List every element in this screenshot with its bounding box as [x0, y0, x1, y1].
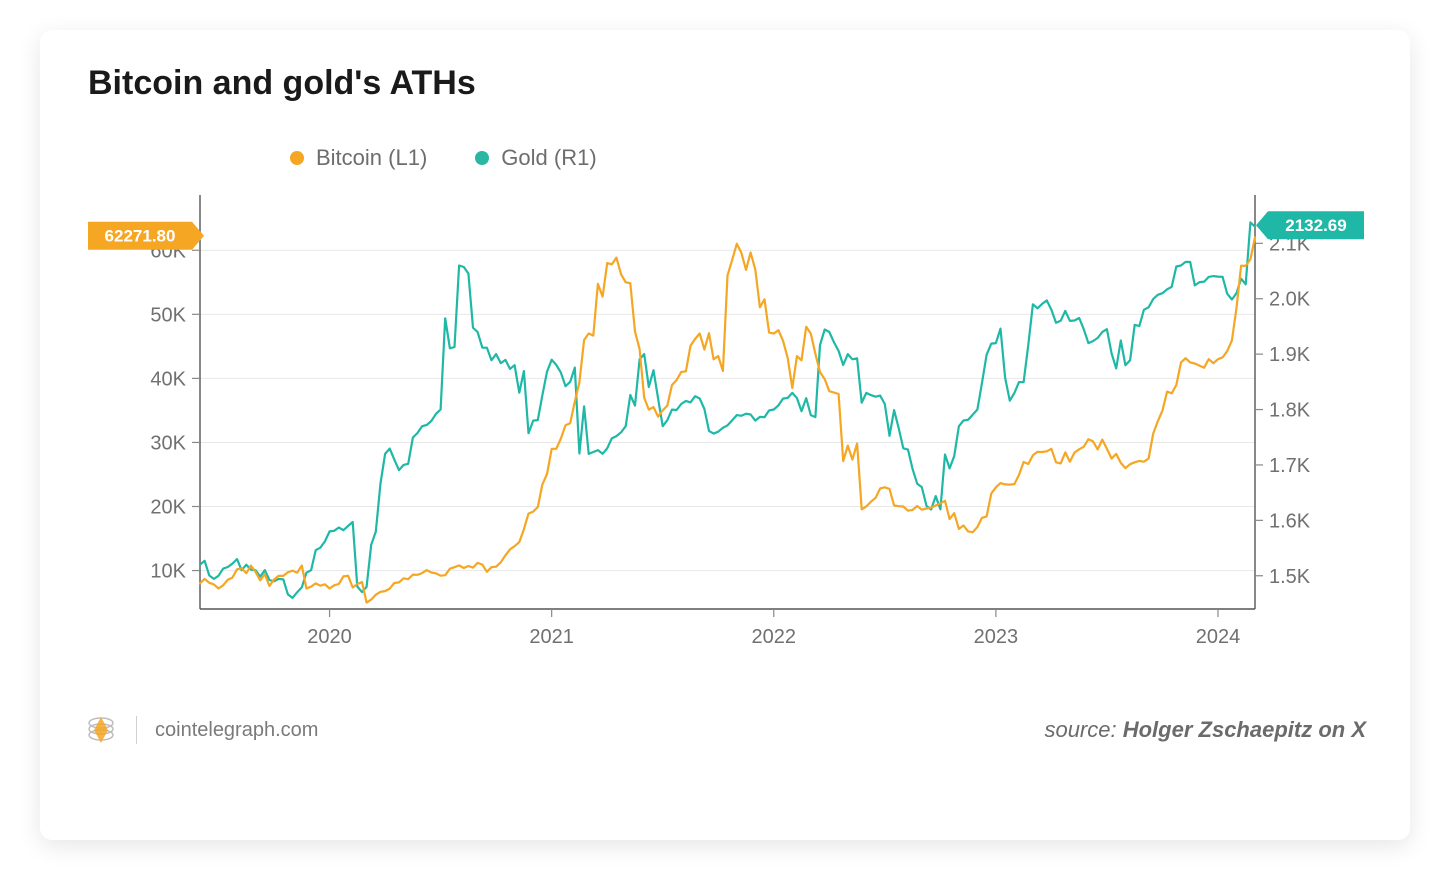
- y-right-tick-label: 1.5K: [1269, 566, 1311, 588]
- legend-dot-bitcoin: [290, 151, 304, 165]
- chart-svg: 2020202120222023202410K20K30K40K50K60K1.…: [80, 179, 1370, 679]
- legend-item-gold: Gold (R1): [475, 145, 596, 171]
- footer: cointelegraph.com source: Holger Zschaep…: [80, 713, 1370, 747]
- x-tick-label: 2021: [529, 626, 574, 648]
- y-left-tick-label: 40K: [150, 368, 186, 390]
- legend-dot-gold: [475, 151, 489, 165]
- legend: Bitcoin (L1) Gold (R1): [290, 145, 1370, 171]
- legend-label-gold: Gold (R1): [501, 145, 596, 171]
- source-name: Holger Zschaepitz on X: [1123, 717, 1366, 742]
- footer-source: source: Holger Zschaepitz on X: [1044, 717, 1366, 743]
- x-tick-label: 2022: [752, 626, 797, 648]
- y-right-tick-label: 1.7K: [1269, 455, 1311, 477]
- x-tick-label: 2020: [307, 626, 352, 648]
- x-tick-label: 2024: [1196, 626, 1241, 648]
- right-value-text: 2132.69: [1285, 216, 1346, 235]
- legend-item-bitcoin: Bitcoin (L1): [290, 145, 427, 171]
- left-value-text: 62271.80: [105, 227, 176, 246]
- y-left-tick-label: 50K: [150, 304, 186, 326]
- chart-title: Bitcoin and gold's ATHs: [88, 64, 1370, 103]
- y-right-tick-label: 1.6K: [1269, 510, 1311, 532]
- series-bitcoin: [200, 237, 1255, 602]
- y-left-tick-label: 10K: [150, 561, 186, 583]
- x-tick-label: 2023: [974, 626, 1019, 648]
- y-left-tick-label: 30K: [150, 432, 186, 454]
- footer-separator: [136, 716, 137, 744]
- source-label: source:: [1044, 717, 1116, 742]
- y-left-tick-label: 20K: [150, 497, 186, 519]
- chart-area: 2020202120222023202410K20K30K40K50K60K1.…: [80, 179, 1370, 679]
- footer-left: cointelegraph.com: [84, 713, 318, 747]
- y-right-tick-label: 2.0K: [1269, 289, 1311, 311]
- footer-site: cointelegraph.com: [155, 719, 318, 742]
- legend-label-bitcoin: Bitcoin (L1): [316, 145, 427, 171]
- logo-icon: [84, 713, 118, 747]
- y-right-tick-label: 1.9K: [1269, 344, 1311, 366]
- y-right-tick-label: 1.8K: [1269, 400, 1311, 422]
- chart-card: Bitcoin and gold's ATHs Bitcoin (L1) Gol…: [40, 30, 1410, 840]
